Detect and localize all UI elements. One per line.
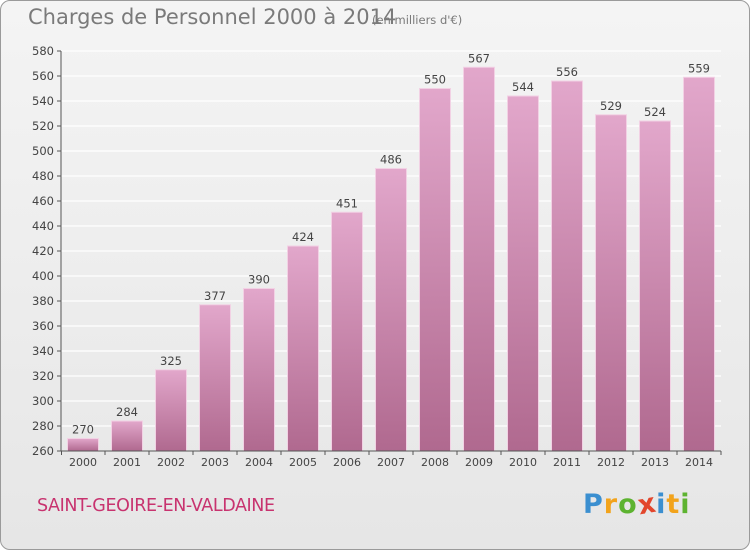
y-tick-label: 420 (32, 244, 54, 258)
logo-letter: t (666, 489, 681, 520)
data-label-2001: 284 (116, 405, 138, 419)
x-tick-label-2003: 2003 (201, 456, 229, 469)
x-tick-label-2011: 2011 (553, 456, 581, 469)
x-tick-label-2014: 2014 (685, 456, 713, 469)
data-label-2006: 451 (336, 196, 358, 210)
data-label-2000: 270 (72, 423, 94, 437)
data-label-2008: 550 (424, 73, 446, 87)
axes: 260 280 300 320 340 360 380 400 420 440 460 480 500 5… (32, 44, 722, 469)
y-tick-label: 280 (32, 419, 54, 433)
x-tick-label-2002: 2002 (157, 456, 185, 469)
y-tick-label: 480 (32, 169, 54, 183)
x-tick-label-2004: 2004 (245, 456, 273, 469)
y-tick-label: 560 (32, 69, 54, 83)
data-label-2012: 529 (600, 99, 622, 113)
bar-2012 (595, 114, 627, 452)
bar-2007 (375, 168, 407, 452)
x-tick-label-2006: 2006 (333, 456, 361, 469)
data-label-2003: 377 (204, 289, 226, 303)
bar-2009 (463, 66, 495, 452)
proxiti-logo[interactable]: Proxiti (583, 488, 691, 522)
x-tick-label-2001: 2001 (113, 456, 141, 469)
x-tick-label-2008: 2008 (421, 456, 449, 469)
x-tick-label-2012: 2012 (597, 456, 625, 469)
x-tick-label-2005: 2005 (289, 456, 317, 469)
chart-title: Charges de Personnel 2000 à 2014 (28, 5, 397, 29)
x-tick-label-2009: 2009 (465, 456, 493, 469)
logo-letter: o (618, 489, 638, 520)
bar-2001 (111, 420, 143, 452)
bar-2010 (507, 95, 539, 452)
y-tick-label: 320 (32, 369, 54, 383)
data-label-2002: 325 (160, 354, 182, 368)
data-label-2010: 544 (512, 80, 534, 94)
data-label-2005: 424 (292, 230, 314, 244)
logo-letter: i (656, 489, 667, 520)
bar-2011 (551, 80, 583, 452)
x-tick-label-2010: 2010 (509, 456, 537, 469)
y-tick-label: 360 (32, 319, 54, 333)
y-tick-label: 540 (32, 94, 54, 108)
y-tick-label: 380 (32, 294, 54, 308)
bars (67, 66, 715, 452)
commune-name: SAINT-GEOIRE-EN-VALDAINE (37, 496, 275, 516)
y-tick-label: 440 (32, 219, 54, 233)
y-tick-label: 400 (32, 269, 54, 283)
data-label-2009: 567 (468, 51, 490, 65)
x-tick-label-2013: 2013 (641, 456, 669, 469)
bar-2000 (67, 438, 99, 452)
y-tick-label: 460 (32, 194, 54, 208)
logo-letter: i (680, 489, 691, 520)
y-tick-label: 260 (32, 444, 54, 458)
bar-2003 (199, 304, 231, 452)
x-tick-label-2000: 2000 (69, 456, 97, 469)
data-label-2004: 390 (248, 273, 270, 287)
bar-2008 (419, 88, 451, 452)
chart-subtitle: (en milliers d'€) (372, 13, 463, 27)
x-tick-label-2007: 2007 (377, 456, 405, 469)
bar-2004 (243, 288, 275, 452)
bar-2006 (331, 211, 363, 452)
bar-2002 (155, 369, 187, 452)
y-tick-label: 520 (32, 119, 54, 133)
y-tick-label: 340 (32, 344, 54, 358)
y-tick-label: 580 (32, 44, 54, 58)
bar-2013 (639, 120, 671, 452)
data-label-2007: 486 (380, 153, 402, 167)
data-label-2014: 559 (688, 61, 710, 75)
logo-letter: r (603, 489, 619, 520)
y-tick-label: 300 (32, 394, 54, 408)
data-labels: 270 284 325 377 390 424 451 486 550 567 544 556 529 5… (72, 51, 710, 436)
bar-2005 (287, 245, 319, 452)
logo-letter: P (583, 489, 604, 520)
data-label-2011: 556 (556, 65, 578, 79)
bar-2014 (683, 76, 715, 452)
data-label-2013: 524 (644, 105, 666, 119)
y-tick-label: 500 (32, 144, 54, 158)
